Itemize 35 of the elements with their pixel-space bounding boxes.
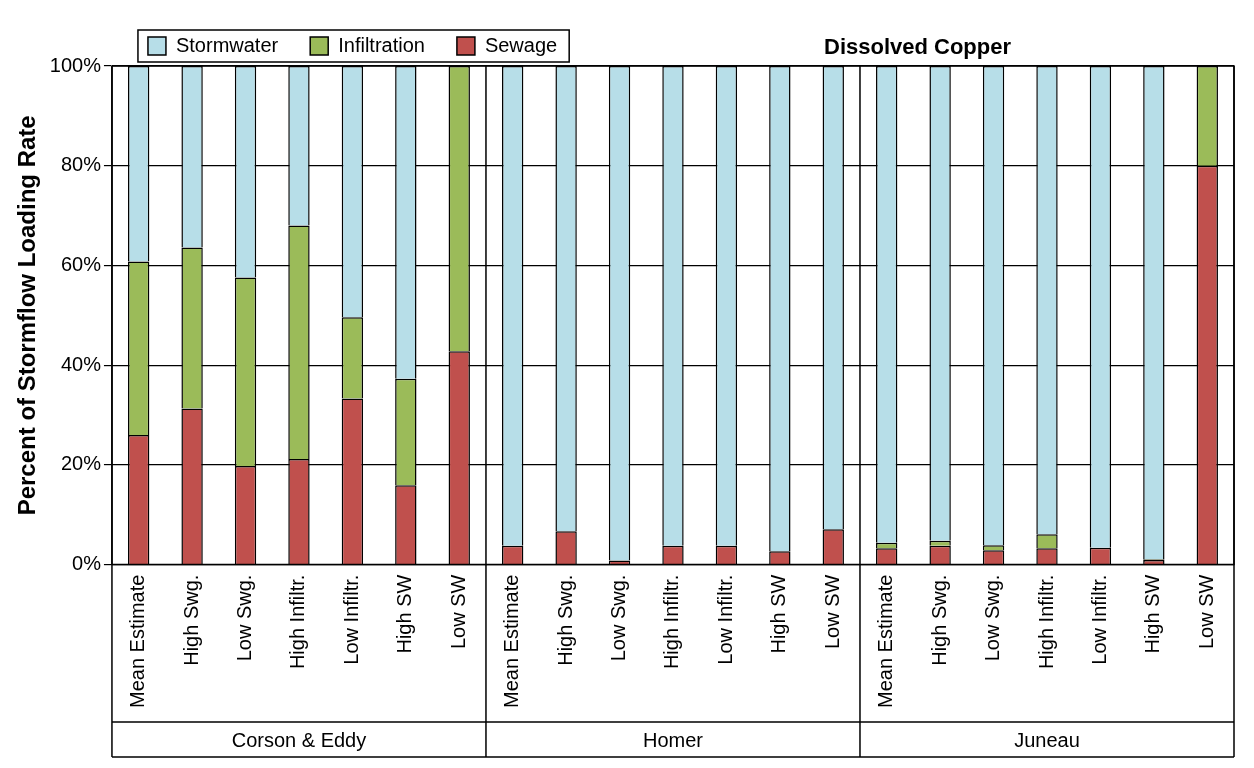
legend-label: Infiltration bbox=[338, 33, 425, 56]
legend-label: Sewage bbox=[484, 33, 558, 56]
y-tick-label: 60% bbox=[60, 252, 102, 275]
x-tick-label: High SW bbox=[767, 574, 790, 654]
y-tick-label: 80% bbox=[60, 153, 102, 176]
x-tick-label: High Infiltr. bbox=[1034, 574, 1057, 670]
text: Homer bbox=[642, 728, 704, 751]
x-tick-label: High Infiltr. bbox=[286, 574, 309, 670]
x-tick-label: Mean Estimate bbox=[874, 574, 897, 708]
x-tick-label: Low Swg. bbox=[233, 574, 256, 662]
text: Corson & Eddy bbox=[231, 728, 367, 751]
x-tick-label: Mean Estimate bbox=[500, 574, 523, 708]
x-tick-label: Low Swg. bbox=[607, 574, 630, 662]
x-tick-label: High Infiltr. bbox=[660, 574, 683, 670]
y-tick-label: 20% bbox=[60, 452, 102, 475]
x-tick-label: Low SW bbox=[1194, 574, 1217, 650]
x-tick-label: High Swg. bbox=[927, 574, 950, 666]
y-tick-label: 40% bbox=[60, 352, 102, 375]
x-tick-label: Mean Estimate bbox=[126, 574, 149, 708]
x-tick-label: Low SW bbox=[446, 574, 469, 650]
legend-label: Stormwater bbox=[175, 33, 279, 56]
x-tick-label: Low SW bbox=[820, 574, 843, 650]
x-tick-label: Low Infiltr. bbox=[1087, 574, 1110, 665]
x-tick-label: High SW bbox=[1141, 574, 1164, 654]
x-tick-label: Low Infiltr. bbox=[713, 574, 736, 665]
chart-title: Dissolved Copper bbox=[824, 34, 1012, 60]
x-tick-label: High Swg. bbox=[553, 574, 576, 666]
y-axis-title: Percent of Stormflow Loading Rate bbox=[13, 115, 41, 516]
x-tick-label: Low Infiltr. bbox=[339, 574, 362, 665]
x-tick-label: High SW bbox=[393, 574, 416, 654]
x-tick-label: High Swg. bbox=[179, 574, 202, 666]
y-tick-label: 100% bbox=[49, 53, 102, 76]
y-tick-label: 0% bbox=[72, 552, 102, 575]
text: Juneau bbox=[1014, 728, 1080, 751]
x-tick-label: Low Swg. bbox=[981, 574, 1004, 662]
